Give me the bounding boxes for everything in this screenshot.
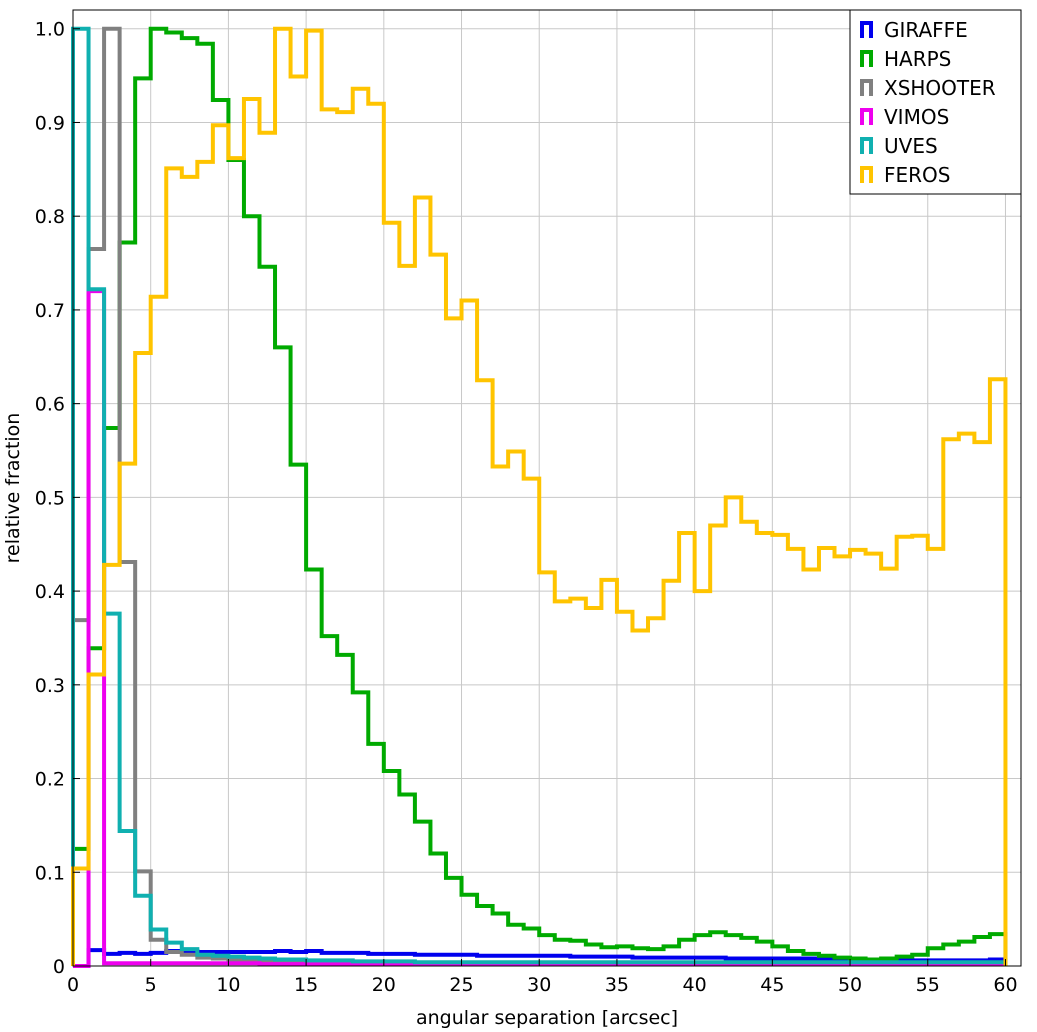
x-tick-label: 20 [372, 974, 396, 996]
x-tick-label: 5 [145, 974, 157, 996]
x-tick-label: 40 [683, 974, 707, 996]
series-layer [71, 26, 1008, 968]
x-tick-label: 45 [760, 974, 784, 996]
axis-ticks: 0 5 10 15 20 25 30 35 40 45 50 55 60 0 0.1 0.2 0.3 0.4 0.5… [35, 19, 1018, 996]
y-tick-label: 0.8 [35, 206, 65, 228]
legend-swatch-uves [860, 137, 873, 154]
y-tick-label: 0.2 [35, 769, 65, 791]
plot-frame [72, 9, 1022, 967]
x-axis-label: angular separation [arcsec] [416, 1007, 678, 1029]
y-tick-label: 0.5 [35, 487, 65, 509]
legend-swatch-xshooter [860, 79, 873, 96]
legend-label-uves: UVES [884, 134, 938, 158]
x-tick-label: 25 [449, 974, 473, 996]
y-tick-label: 0.1 [35, 862, 65, 884]
grid-lines [72, 10, 1021, 967]
x-tick-label: 35 [605, 974, 629, 996]
legend: GIRAFFE HARPS XSHOOTER VIMOS UVES FEROS [849, 9, 1022, 195]
legend-swatch-vimos [860, 108, 873, 125]
y-tick-label: 0.3 [35, 675, 65, 697]
legend-label-harps: HARPS [884, 47, 951, 71]
y-tick-label: 0.9 [35, 112, 65, 134]
legend-swatch-harps [860, 50, 873, 67]
series-line-feros [71, 26, 1008, 966]
y-tick-label: 0.4 [35, 581, 65, 603]
x-tick-label: 60 [993, 974, 1017, 996]
x-tick-label: 55 [916, 974, 940, 996]
series-line-uves [71, 26, 1008, 966]
x-tick-label: 10 [216, 974, 240, 996]
y-tick-label: 1.0 [35, 19, 65, 41]
y-axis-label: relative fraction [2, 413, 24, 564]
legend-label-vimos: VIMOS [884, 105, 949, 129]
y-tick-label: 0.6 [35, 394, 65, 416]
legend-label-feros: FEROS [884, 163, 950, 187]
x-tick-label: 0 [67, 974, 79, 996]
x-tick-label: 30 [527, 974, 551, 996]
y-tick-label: 0.7 [35, 300, 65, 322]
x-tick-label: 50 [838, 974, 862, 996]
legend-swatch-giraffe [860, 21, 873, 38]
legend-label-xshooter: XSHOOTER [884, 76, 996, 100]
x-tick-label: 15 [294, 974, 318, 996]
y-tick-label: 0 [53, 956, 65, 978]
series-line-harps [71, 26, 1008, 966]
legend-box [849, 9, 1022, 195]
legend-swatch-feros [860, 166, 873, 183]
legend-label-giraffe: GIRAFFE [884, 18, 968, 42]
